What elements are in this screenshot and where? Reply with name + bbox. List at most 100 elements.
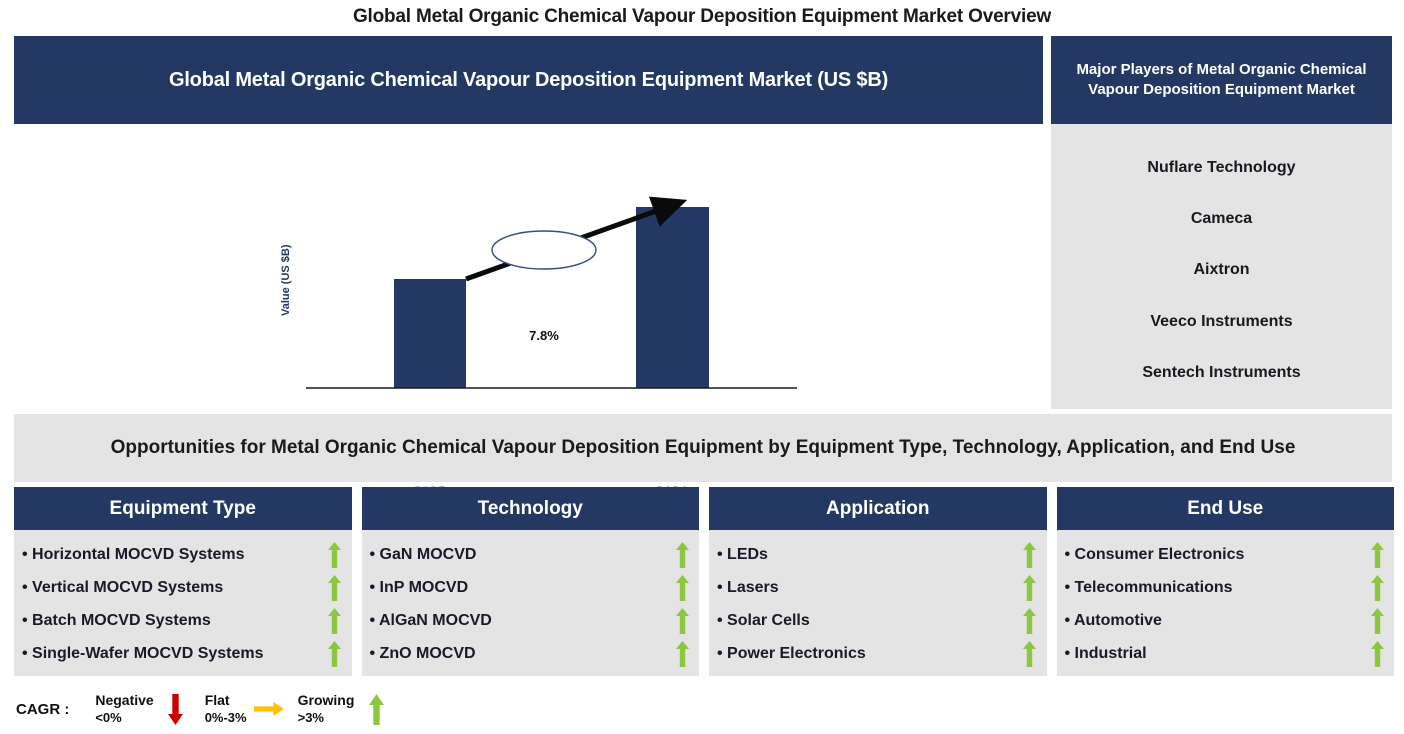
list-item: Aixtron	[1193, 261, 1250, 279]
arrow-down-red-icon	[161, 693, 191, 725]
cagr-bubble	[491, 230, 597, 270]
arrow-up-green-icon	[1019, 607, 1041, 634]
cagr-legend-item-negative: Negative <0%	[95, 692, 198, 726]
bar-2025	[394, 279, 466, 388]
market-chart-panel: Global Metal Organic Chemical Vapour Dep…	[14, 36, 1043, 526]
arrow-up-green-icon	[671, 607, 693, 634]
segment-column-application: Application • LEDs • Lasers • Solar Cell…	[709, 487, 1047, 676]
arrow-up-green-icon	[671, 574, 693, 601]
list-item: • AlGaN MOCVD	[370, 604, 694, 637]
segment-label: • Consumer Electronics	[1064, 545, 1245, 563]
cagr-legend-name: Flat	[204, 692, 230, 709]
column-header-label: Equipment Type	[109, 497, 256, 519]
segment-label: • Industrial	[1064, 644, 1147, 662]
list-item: • ZnO MOCVD	[370, 637, 694, 670]
major-players-list: Nuflare Technology Cameca Aixtron Veeco …	[1051, 124, 1392, 409]
arrow-up-green-icon	[324, 607, 346, 634]
list-item: • Power Electronics	[717, 637, 1041, 670]
segment-label: • Single-Wafer MOCVD Systems	[22, 644, 264, 662]
list-item: • Consumer Electronics	[1065, 538, 1389, 571]
list-item: • GaN MOCVD	[370, 538, 694, 571]
column-header-technology: Technology	[361, 487, 699, 530]
cagr-legend-name: Negative	[95, 692, 154, 709]
segment-label: • GaN MOCVD	[369, 545, 477, 563]
bar-chart-svg	[306, 196, 797, 389]
cagr-legend: CAGR : Negative <0% Flat 0%-3% Growing >…	[16, 688, 405, 730]
column-body-end-use: • Consumer Electronics • Telecommunicati…	[1056, 530, 1394, 676]
arrow-right-yellow-icon	[253, 701, 284, 717]
list-item: • Industrial	[1065, 637, 1389, 670]
bar-chart: Value (US $B) 7.8% 2025 2031	[14, 124, 1043, 526]
list-item: • InP MOCVD	[370, 571, 694, 604]
segment-label: • LEDs	[717, 545, 768, 563]
arrow-up-green-icon	[671, 541, 693, 568]
arrow-up-green-icon	[1366, 607, 1388, 634]
cagr-legend-name: Growing	[297, 692, 355, 709]
arrow-up-green-icon	[324, 541, 346, 568]
arrow-up-green-icon	[1019, 574, 1041, 601]
column-header-label: Application	[826, 497, 930, 519]
arrow-up-green-icon	[324, 640, 346, 667]
cagr-bubble-label: 7.8%	[529, 328, 559, 343]
opportunities-banner: Opportunities for Metal Organic Chemical…	[14, 414, 1392, 482]
list-item: • Horizontal MOCVD Systems	[22, 538, 346, 571]
cagr-legend-range: 0%-3%	[204, 709, 247, 725]
opportunities-banner-label: Opportunities for Metal Organic Chemical…	[110, 436, 1296, 458]
major-players-panel: Major Players of Metal Organic Chemical …	[1051, 36, 1392, 409]
chart-panel-header: Global Metal Organic Chemical Vapour Dep…	[14, 36, 1043, 124]
list-item: • Single-Wafer MOCVD Systems	[22, 637, 346, 670]
segment-label: • ZnO MOCVD	[369, 644, 476, 662]
column-header-label: Technology	[477, 497, 583, 519]
arrow-up-green-icon	[671, 640, 693, 667]
segment-label: • AlGaN MOCVD	[369, 611, 492, 629]
arrow-up-green-icon	[1019, 640, 1041, 667]
major-players-header-label: Major Players of Metal Organic Chemical …	[1076, 60, 1367, 98]
arrow-up-green-icon	[1366, 574, 1388, 601]
segment-label: • Vertical MOCVD Systems	[22, 578, 224, 596]
segment-label: • Batch MOCVD Systems	[22, 611, 211, 629]
column-header-label: End Use	[1187, 497, 1264, 519]
arrow-up-green-icon	[361, 693, 391, 725]
segment-label: • Horizontal MOCVD Systems	[22, 545, 245, 563]
column-body-equipment-type: • Horizontal MOCVD Systems • Vertical MO…	[14, 530, 352, 676]
list-item: Nuflare Technology	[1147, 158, 1296, 176]
column-header-equipment-type: Equipment Type	[14, 487, 352, 530]
major-players-header: Major Players of Metal Organic Chemical …	[1051, 36, 1392, 124]
list-item: Veeco Instruments	[1150, 312, 1293, 330]
chart-panel-header-label: Global Metal Organic Chemical Vapour Dep…	[168, 68, 889, 91]
segment-label: • Lasers	[717, 578, 779, 596]
arrow-up-green-icon	[1019, 541, 1041, 568]
list-item: • Automotive	[1065, 604, 1389, 637]
segment-column-end-use: End Use • Consumer Electronics • Telecom…	[1056, 487, 1394, 676]
cagr-legend-range: <0%	[95, 709, 122, 725]
list-item: • LEDs	[717, 538, 1041, 571]
cagr-legend-title: CAGR :	[16, 700, 70, 718]
page-title: Global Metal Organic Chemical Vapour Dep…	[352, 6, 1052, 27]
list-item: • Solar Cells	[717, 604, 1041, 637]
cagr-legend-item-growing: Growing >3%	[298, 692, 400, 726]
arrow-up-green-icon	[1366, 640, 1388, 667]
cagr-legend-item-flat: Flat 0%-3%	[205, 692, 292, 726]
list-item: • Batch MOCVD Systems	[22, 604, 346, 637]
column-body-technology: • GaN MOCVD • InP MOCVD • AlGaN MOCVD	[361, 530, 699, 676]
segment-columns: Equipment Type • Horizontal MOCVD System…	[14, 487, 1394, 676]
list-item: Sentech Instruments	[1142, 364, 1301, 382]
segment-label: • Power Electronics	[717, 644, 866, 662]
arrow-up-green-icon	[324, 574, 346, 601]
list-item: • Telecommunications	[1065, 571, 1389, 604]
segment-label: • Telecommunications	[1064, 578, 1233, 596]
segment-column-equipment-type: Equipment Type • Horizontal MOCVD System…	[14, 487, 352, 676]
segment-column-technology: Technology • GaN MOCVD • InP MOCVD • AlG…	[361, 487, 699, 676]
list-item: Cameca	[1190, 210, 1253, 228]
segment-label: • InP MOCVD	[369, 578, 469, 596]
segment-label: • Automotive	[1064, 611, 1162, 629]
column-body-application: • LEDs • Lasers • Solar Cells	[709, 530, 1047, 676]
list-item: • Lasers	[717, 571, 1041, 604]
cagr-legend-range: >3%	[297, 709, 324, 725]
column-header-end-use: End Use	[1056, 487, 1394, 530]
segment-label: • Solar Cells	[717, 611, 810, 629]
bar-2031	[636, 207, 709, 388]
column-header-application: Application	[709, 487, 1047, 530]
arrow-up-green-icon	[1366, 541, 1388, 568]
